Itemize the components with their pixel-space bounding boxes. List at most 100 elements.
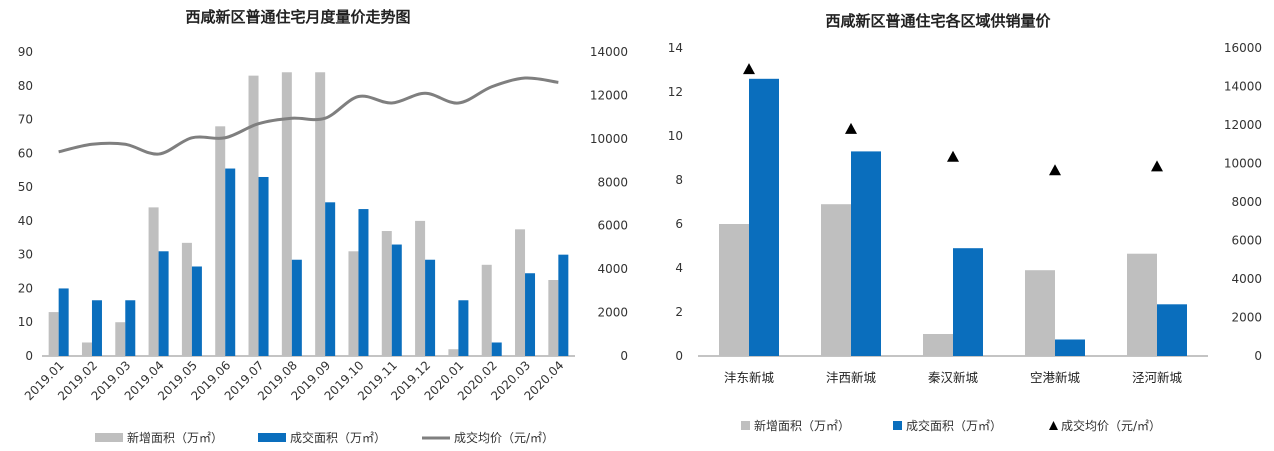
chart1-legend-new: 新增面积（万㎡） — [127, 430, 223, 445]
chart2-price-marker-1 — [845, 122, 857, 134]
chart1-bar-deal-11 — [425, 259, 436, 356]
chart2-price-marker-4 — [1151, 160, 1163, 172]
chart2-legend-new: 新增面积（万㎡） — [754, 418, 850, 433]
chart1-price-line — [58, 76, 559, 156]
chart2-xtick-1: 沣西新城 — [826, 370, 877, 385]
chart1-bar-new-14 — [515, 229, 526, 356]
chart1-bar-deal-0 — [58, 288, 69, 356]
chart1-ytick-right-1: 2000 — [597, 306, 628, 320]
chart1-bar-new-15 — [548, 280, 559, 356]
chart1-ytick-left-6: 60 — [18, 146, 33, 160]
chart1-legend-swatch-new — [95, 433, 123, 442]
chart2-ytick-right-2: 4000 — [1231, 272, 1262, 286]
chart1-bar-new-3 — [148, 207, 159, 356]
chart2-ytick-left-1: 2 — [675, 305, 683, 319]
chart1-bar-new-5 — [215, 126, 226, 356]
chart2-ytick-left-0: 0 — [675, 349, 683, 363]
chart2-ytick-left-5: 10 — [668, 129, 683, 143]
chart2-x-ticks: 沣东新城 沣西新城 秦汉新城 空港新城 泾河新城 — [724, 370, 1183, 385]
chart2-bar-new-1 — [821, 204, 851, 356]
chart2-ytick-right-0: 0 — [1254, 349, 1262, 363]
chart2-bar-new-2 — [923, 334, 953, 356]
chart1-bar-deal-4 — [191, 266, 202, 356]
chart1-ytick-left-4: 40 — [18, 214, 33, 228]
chart2-ytick-left-3: 6 — [675, 217, 683, 231]
chart2-bar-new-0 — [719, 224, 749, 356]
chart2-ytick-right-8: 16000 — [1224, 41, 1262, 55]
chart2-xtick-3: 空港新城 — [1030, 370, 1081, 385]
chart1-bar-new-10 — [381, 231, 392, 356]
chart1-ytick-right-5: 10000 — [590, 132, 628, 146]
chart1-bar-deal-6 — [258, 176, 269, 356]
chart2-price-marker-0 — [743, 63, 755, 75]
chart2-ytick-right-7: 14000 — [1224, 80, 1262, 94]
chart2-ytick-right-3: 6000 — [1231, 234, 1262, 248]
chart1-ytick-left-5: 50 — [18, 180, 33, 194]
chart1-ytick-left-1: 10 — [18, 315, 33, 329]
chart2-legend: 新增面积（万㎡） 成交面积（万㎡） 成交均价（元/㎡） — [741, 418, 1161, 433]
chart2-xtick-2: 秦汉新城 — [928, 370, 979, 385]
chart1-bar-deal-1 — [91, 300, 102, 356]
chart1-ytick-right-7: 14000 — [590, 45, 628, 59]
chart2-ytick-left-4: 8 — [675, 173, 683, 187]
chart2-left-ticks: 0 2 4 6 8 10 12 14 — [668, 41, 683, 363]
chart2-bar-deal-3 — [1055, 339, 1085, 356]
chart1-legend-deal: 成交面积（万㎡） — [290, 430, 386, 445]
chart1-ytick-left-8: 80 — [18, 79, 33, 93]
chart1-bar-deal-12 — [458, 300, 469, 356]
chart1-bar-deal-3 — [158, 251, 169, 356]
chart2-xtick-4: 泾河新城 — [1132, 370, 1183, 385]
chart2-bar-new-4 — [1127, 253, 1157, 356]
chart1-bar-new-9 — [348, 251, 359, 356]
chart2-ytick-right-1: 2000 — [1231, 311, 1262, 325]
chart1-bar-new-12 — [448, 349, 459, 356]
chart1-ytick-right-2: 4000 — [597, 262, 628, 276]
chart1-ytick-left-3: 30 — [18, 248, 33, 262]
chart1-ytick-right-0: 0 — [620, 349, 628, 363]
chart1-bar-new-7 — [281, 72, 292, 357]
chart2-legend-swatch-new — [741, 421, 750, 430]
chart1-ytick-right-4: 8000 — [597, 175, 628, 189]
chart1-bar-deal-15 — [558, 254, 569, 356]
chart1-bar-new-0 — [48, 312, 59, 356]
chart2-bar-new-3 — [1025, 270, 1055, 356]
chart1-legend-price: 成交均价（元/㎡） — [454, 430, 554, 445]
chart1-ytick-left-7: 70 — [18, 113, 33, 127]
chart1-ytick-left-2: 20 — [18, 281, 33, 295]
chart1-legend-swatch-deal — [258, 433, 286, 442]
chart1-bar-deal-10 — [391, 244, 402, 356]
chart2-ytick-right-6: 12000 — [1224, 118, 1262, 132]
chart1-x-ticks: 2019.012019.022019.032019.042019.052019.… — [22, 358, 567, 403]
chart1-right-ticks: 0 2000 4000 6000 8000 10000 12000 14000 — [590, 45, 628, 363]
chart2-legend-swatch-price — [1049, 421, 1058, 430]
chart1-bar-new-6 — [248, 75, 259, 357]
chart1-bar-deal-7 — [291, 259, 302, 356]
chart2-legend-swatch-deal — [893, 421, 902, 430]
chart2-bar-deal-0 — [749, 78, 779, 357]
chart1-bar-deal-2 — [125, 300, 136, 356]
chart2-bars — [719, 78, 1187, 357]
chart2-price-marker-2 — [947, 150, 959, 162]
chart1-ytick-right-6: 12000 — [590, 88, 628, 102]
chart1-title: 西咸新区普通住宅月度量价走势图 — [185, 8, 410, 26]
chart2-right-ticks: 0 2000 4000 6000 8000 10000 12000 14000 16000 — [1224, 41, 1262, 363]
chart2-bar-deal-4 — [1157, 304, 1187, 356]
chart1-ytick-left-0: 0 — [25, 349, 33, 363]
chart2-title: 西咸新区普通住宅各区域供销量价 — [825, 12, 1051, 30]
chart2-ytick-right-4: 8000 — [1231, 195, 1262, 209]
chart1-bar-deal-5 — [225, 168, 236, 356]
chart2-bar-deal-1 — [851, 151, 881, 356]
chart2-ytick-left-2: 4 — [675, 261, 683, 275]
chart2-price-marker-3 — [1049, 164, 1061, 176]
chart1-bar-new-4 — [181, 242, 192, 356]
chart2-ytick-right-5: 10000 — [1224, 157, 1262, 171]
chart1-bar-new-1 — [81, 342, 92, 356]
chart2-legend-price: 成交均价（元/㎡） — [1061, 418, 1161, 433]
chart1-bar-deal-13 — [491, 342, 502, 356]
chart1-left-ticks: 0 10 20 30 40 50 60 70 80 90 — [18, 45, 33, 363]
chart1-ytick-right-3: 6000 — [597, 219, 628, 233]
chart2-legend-deal: 成交面积（万㎡） — [906, 418, 1002, 433]
chart2-ytick-left-7: 14 — [668, 41, 683, 55]
chart1-bar-deal-8 — [325, 202, 336, 356]
